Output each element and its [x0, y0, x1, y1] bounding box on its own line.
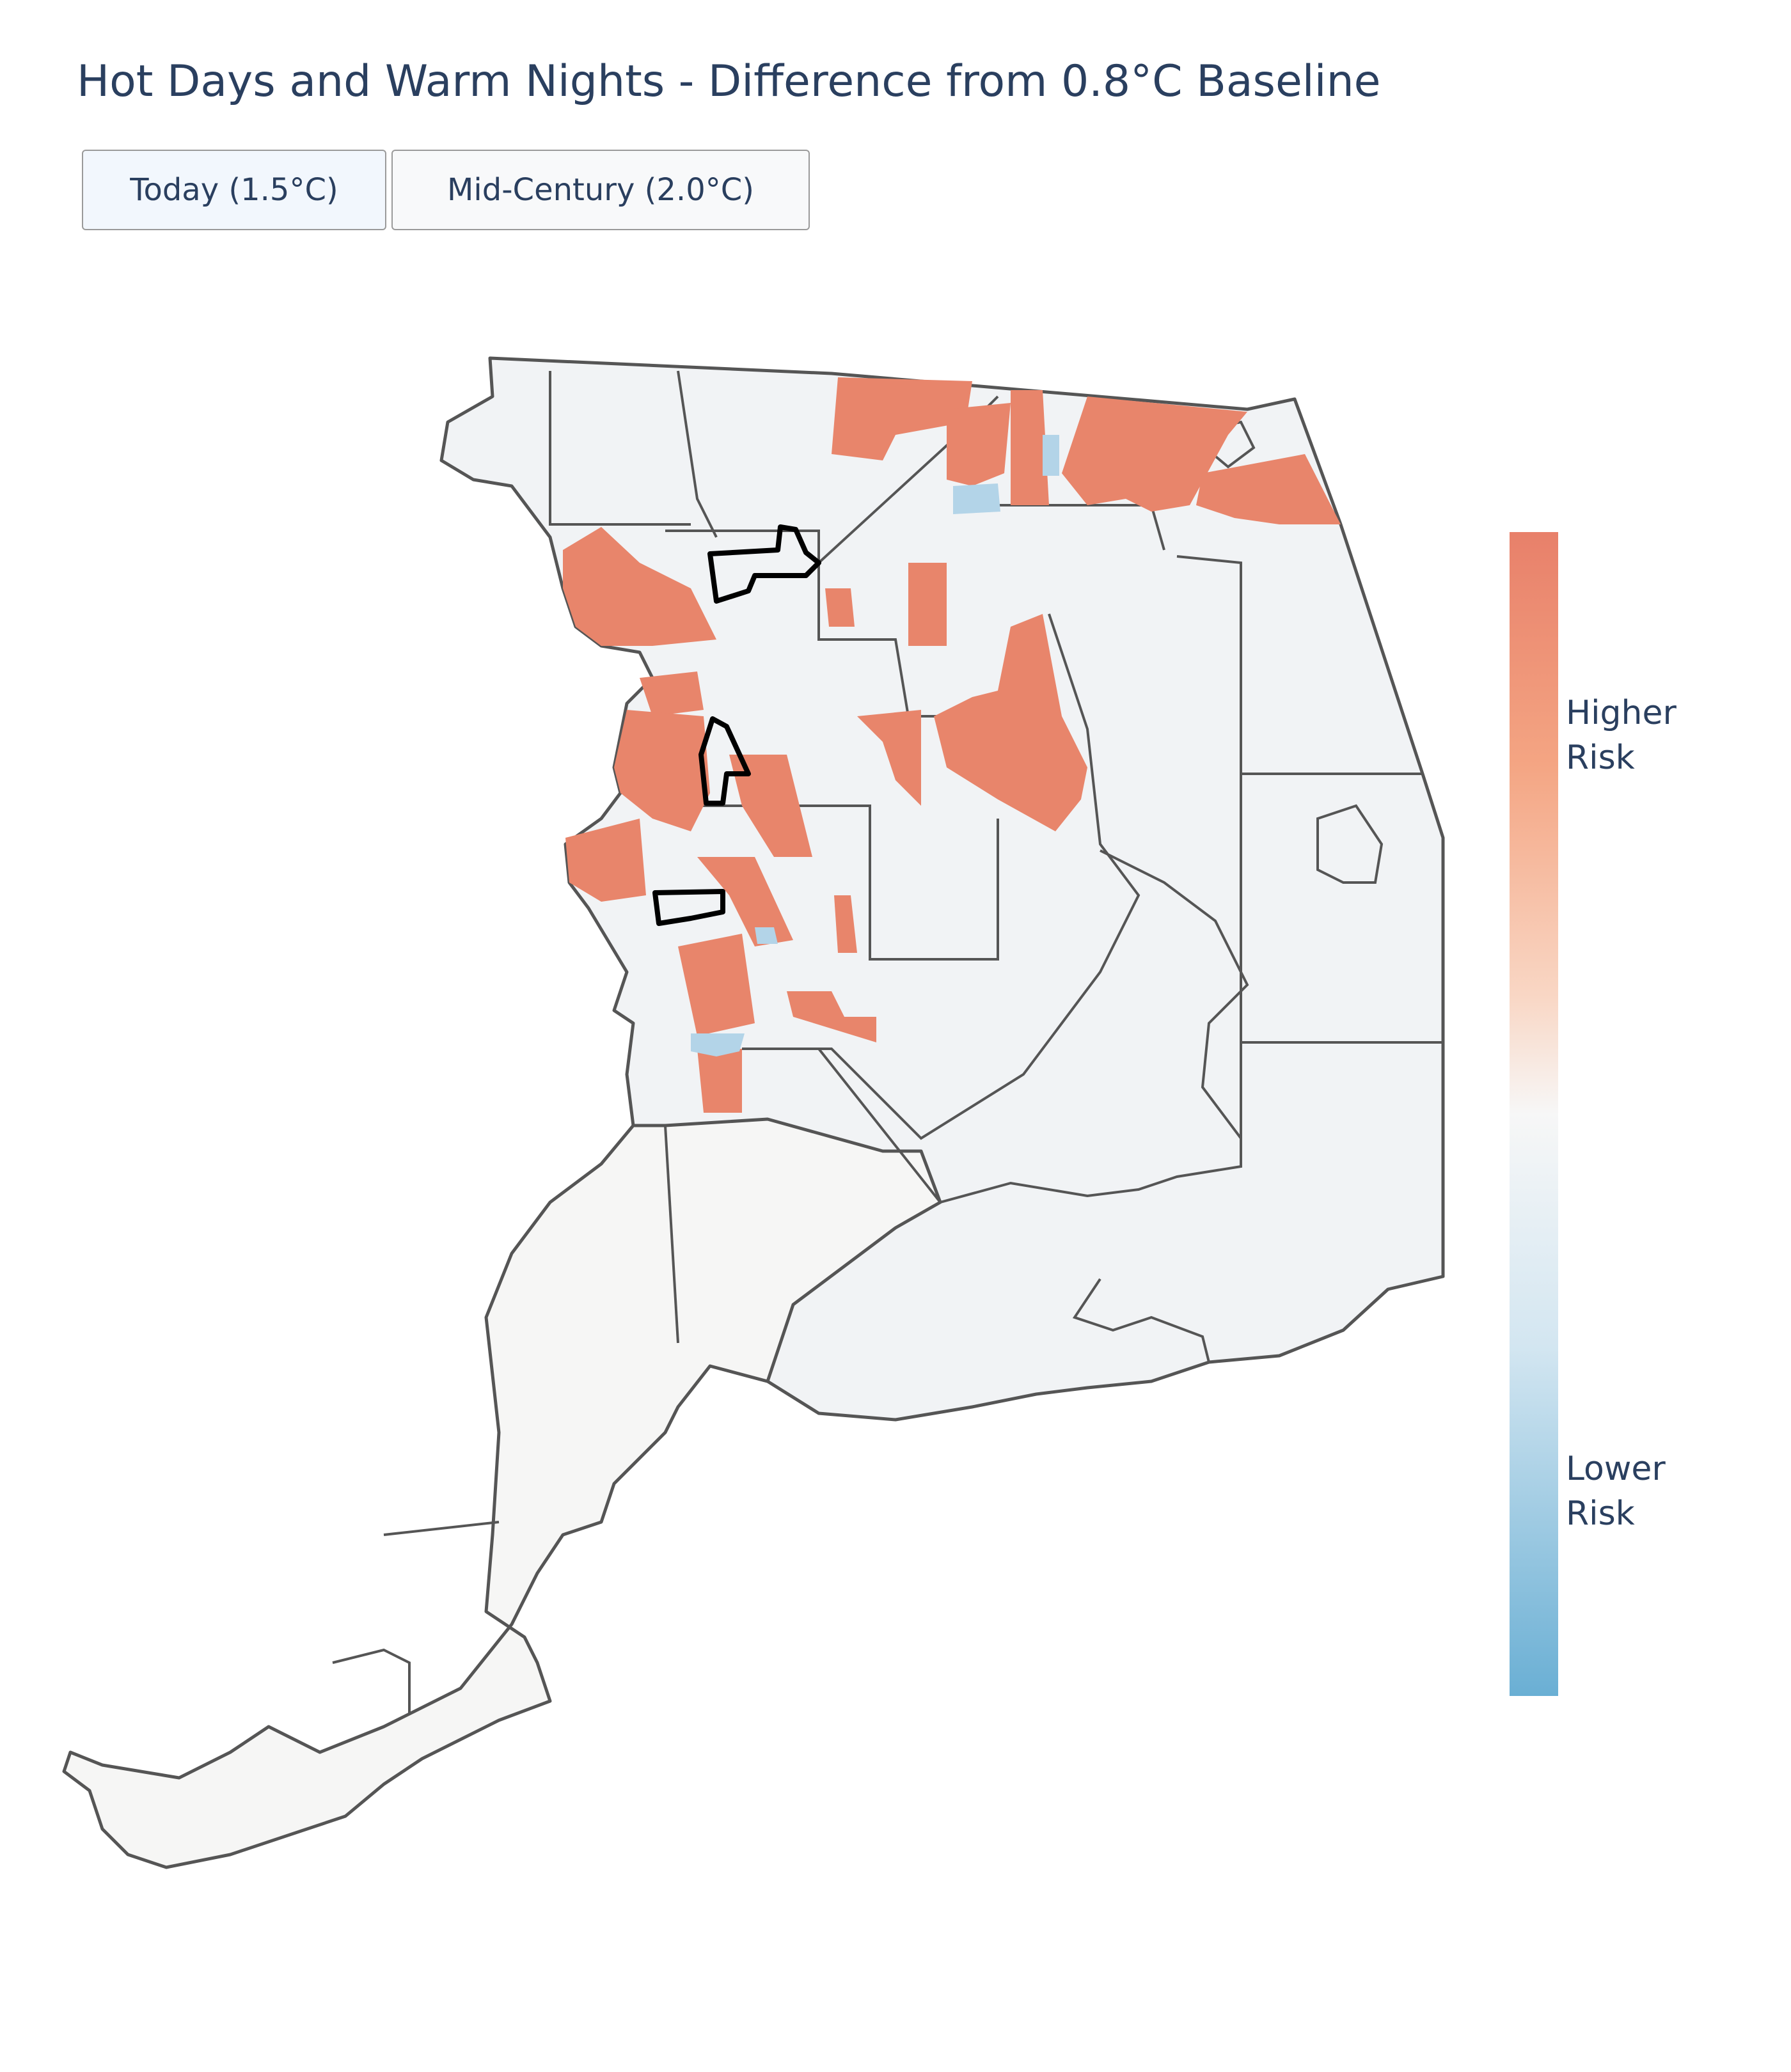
scenario-button[interactable]: Mid-Century (2.0°C) — [391, 150, 810, 230]
tract — [640, 671, 704, 716]
boundary — [549, 371, 691, 526]
tract — [691, 1033, 745, 1056]
tract — [755, 927, 778, 944]
highlight — [698, 716, 751, 806]
boundary — [664, 1125, 679, 1344]
tract — [834, 895, 857, 953]
tract — [729, 755, 812, 857]
lower-risk-tracts — [691, 435, 1059, 1056]
boundary — [383, 1521, 500, 1536]
boundary — [691, 804, 999, 961]
tract — [563, 527, 716, 646]
tract — [697, 857, 793, 946]
tract — [947, 403, 1011, 486]
boundary — [677, 370, 718, 538]
scenario-button[interactable]: Today (1.5°C) — [82, 150, 386, 230]
chart-title: Hot Days and Warm Nights - Difference fr… — [77, 56, 1381, 107]
boundary — [1072, 1278, 1210, 1363]
tract — [832, 377, 972, 460]
tract — [953, 483, 1000, 514]
tract — [908, 563, 947, 646]
colorbar-label: Higher Risk — [1566, 694, 1677, 777]
county-south — [62, 1117, 942, 1869]
colorbar-label: Lower Risk — [1566, 1450, 1666, 1533]
highlight — [707, 524, 821, 604]
island — [1316, 804, 1384, 884]
tract — [1043, 435, 1059, 476]
higher-risk-tracts — [563, 377, 1341, 1113]
highlighted-areas — [652, 524, 821, 926]
tract — [1196, 454, 1341, 524]
boundary — [742, 613, 1140, 1140]
tract — [614, 710, 710, 831]
colorbar — [1510, 532, 1558, 1696]
tract — [565, 819, 646, 902]
tract — [678, 934, 755, 1036]
tract — [857, 710, 921, 806]
boundary — [332, 1648, 411, 1714]
tract — [697, 1049, 742, 1113]
boundary — [1100, 849, 1249, 1140]
tract — [934, 614, 1087, 831]
tract — [787, 991, 876, 1042]
boundary — [817, 555, 1242, 1204]
tract — [1011, 390, 1049, 505]
highlight — [652, 889, 725, 926]
tract — [825, 588, 855, 627]
